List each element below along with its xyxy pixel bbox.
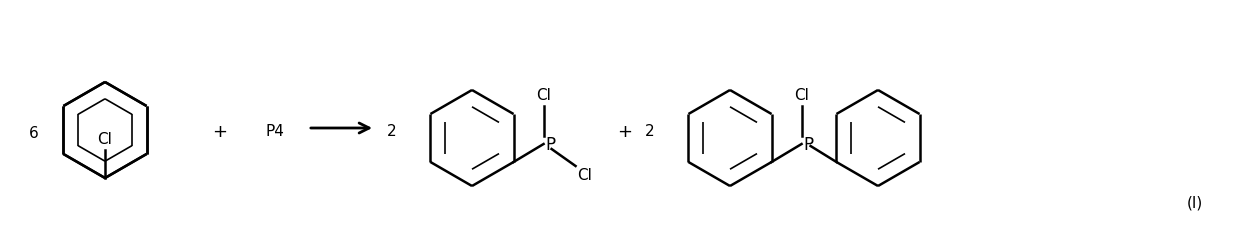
Text: 2: 2: [645, 125, 655, 140]
Text: 6: 6: [30, 126, 40, 141]
Text: Cl: Cl: [578, 168, 593, 183]
Text: Cl: Cl: [536, 88, 551, 103]
Text: P4: P4: [266, 125, 285, 140]
Text: Cl: Cl: [98, 132, 113, 147]
Text: (Ⅰ): (Ⅰ): [1187, 195, 1203, 210]
Text: +: +: [213, 123, 228, 141]
Text: Cl: Cl: [794, 88, 808, 103]
Text: 2: 2: [387, 125, 397, 140]
Text: P: P: [546, 136, 556, 154]
Text: +: +: [618, 123, 633, 141]
Text: P: P: [803, 136, 813, 154]
